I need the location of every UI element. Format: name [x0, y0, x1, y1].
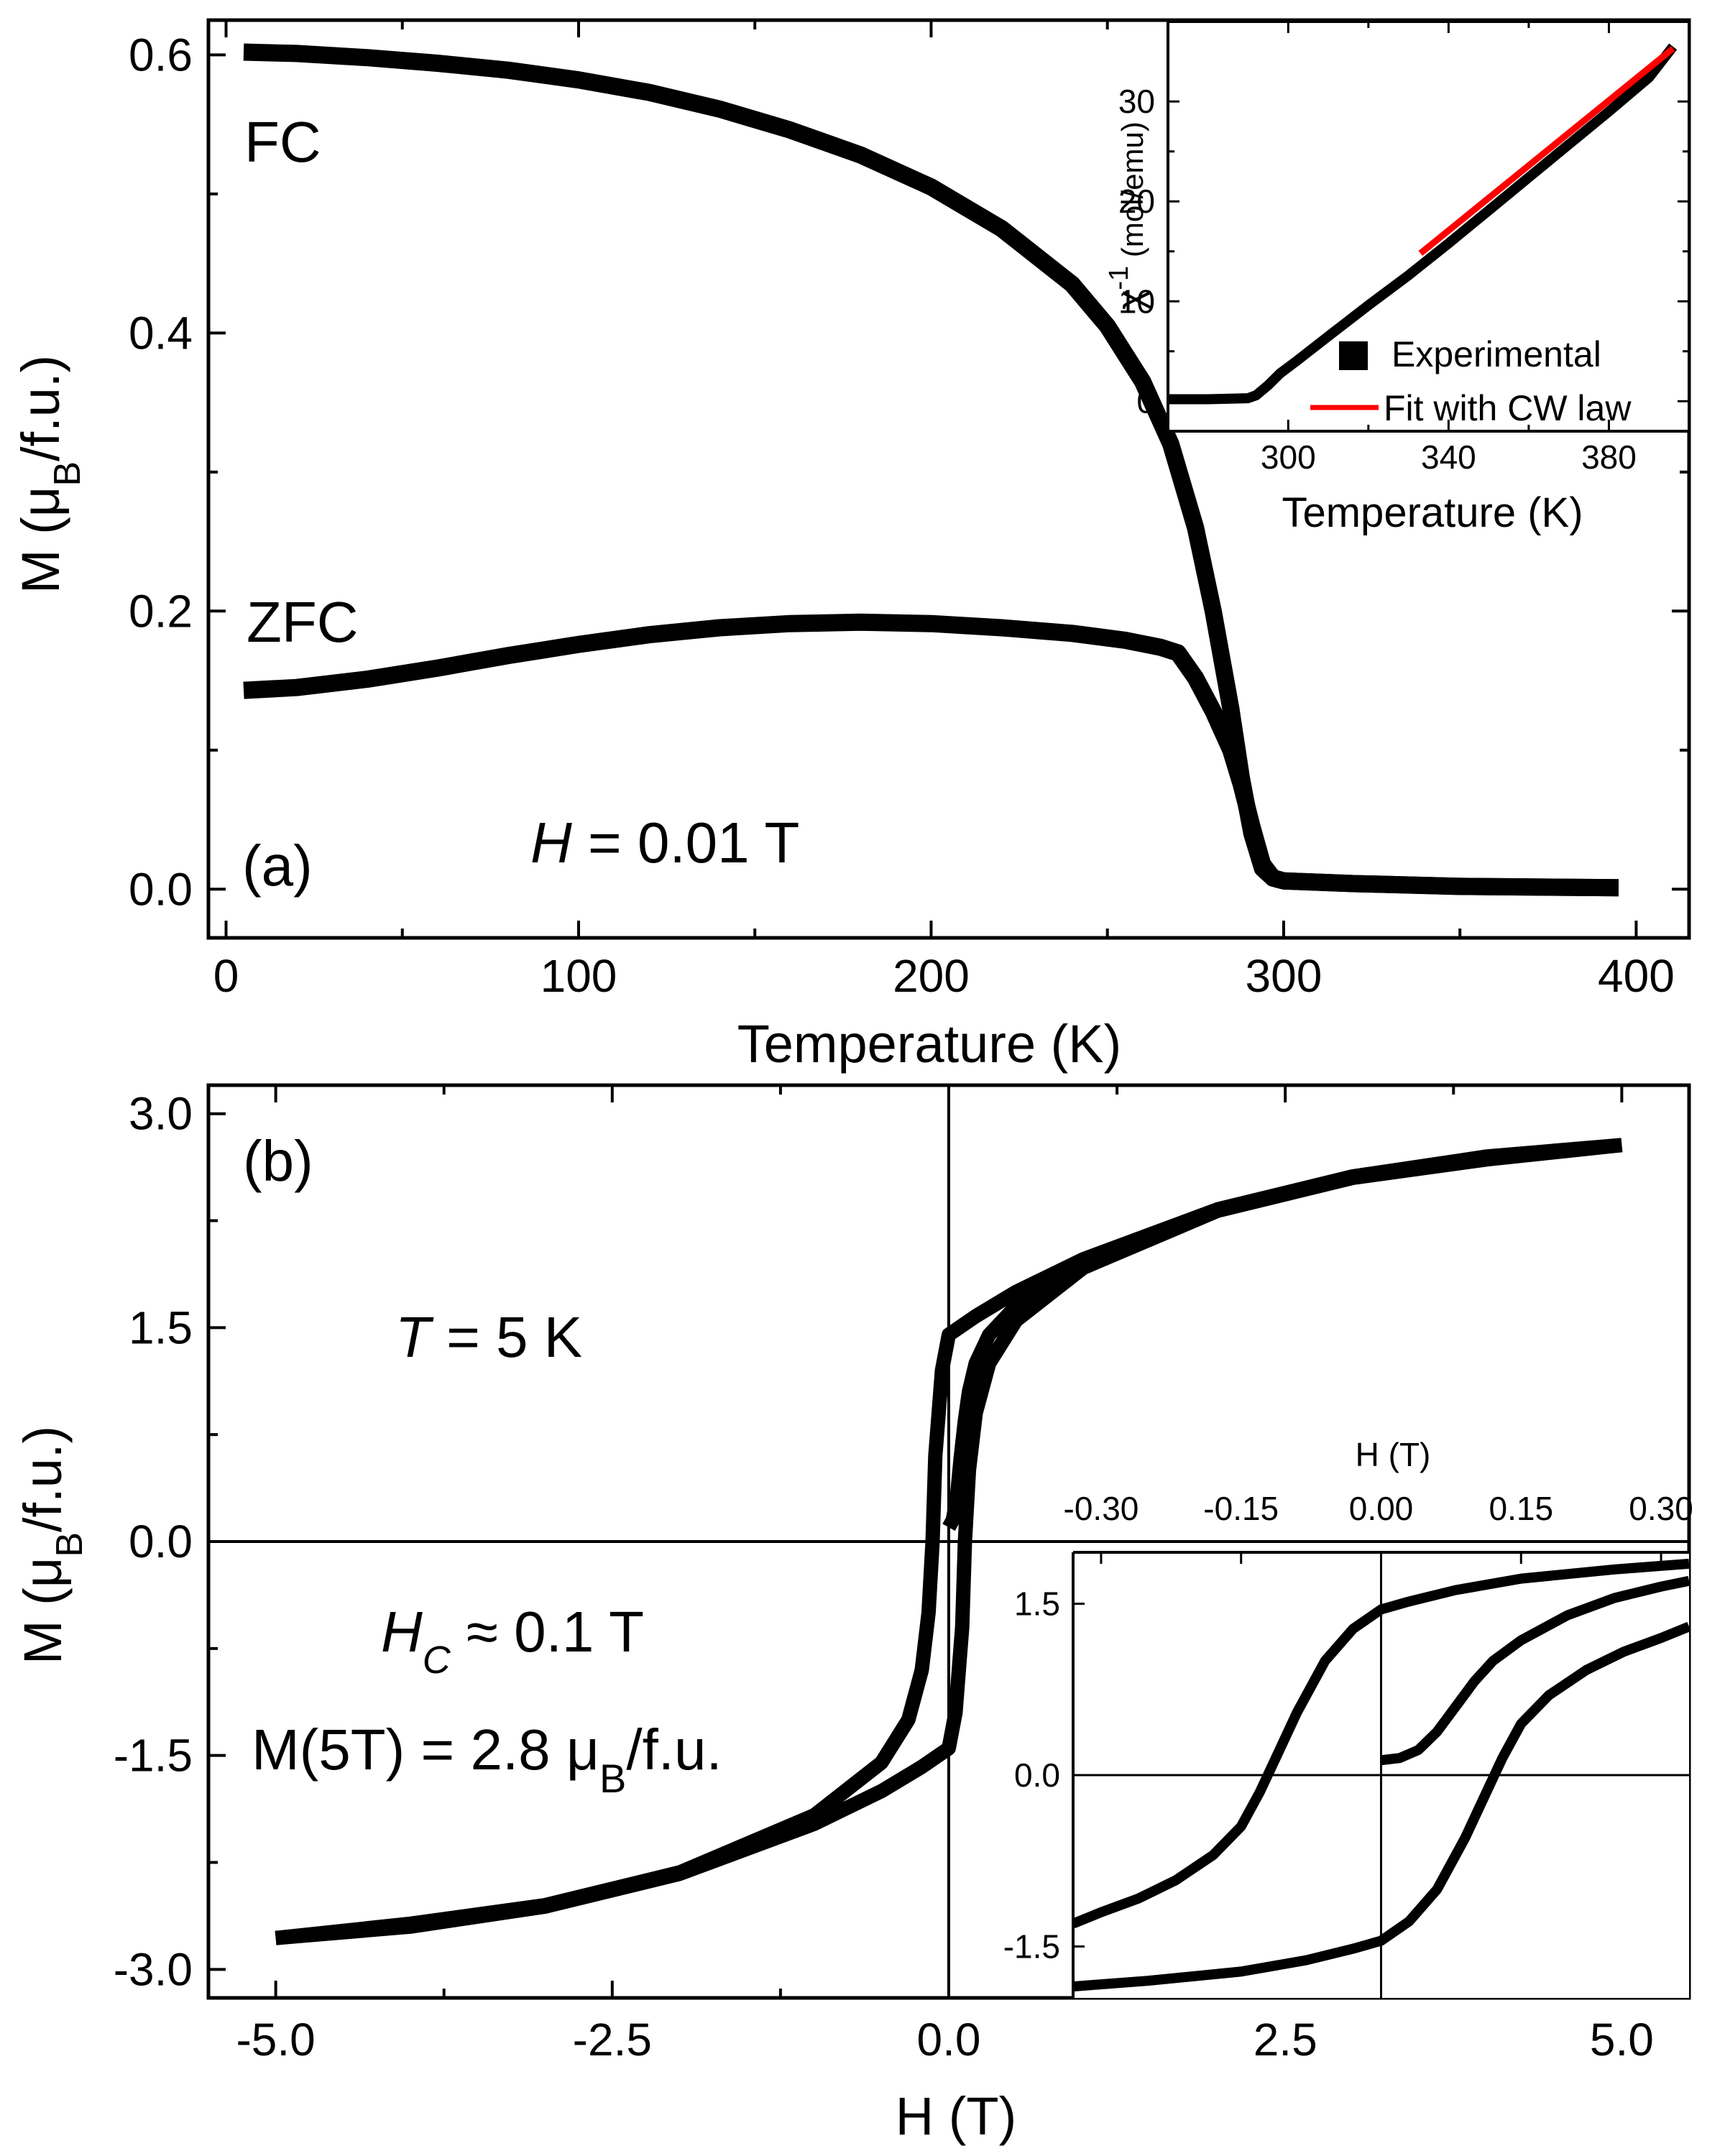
inset-b-ytick-label: -1.5: [1003, 1927, 1060, 1965]
inset-b-ticks: -0.30 -0.15 0.00 0.15 0.30 -1.5 0.0 1.5: [1003, 1490, 1693, 1965]
inset-a-series-experimental: [1168, 43, 1678, 405]
panel-b-ytick-label: 1.5: [129, 1302, 193, 1353]
legend-fit-label: Fit with CW law: [1384, 388, 1632, 428]
inset-a-xlabel: Temperature (K): [1282, 489, 1583, 536]
panel-a-ytick-label: 0.0: [129, 863, 193, 915]
panel-a-ylabel-sub: B: [47, 461, 88, 487]
coercive-value: ≈ 0.1 T: [451, 1600, 644, 1664]
saturation-subscript: B: [599, 1756, 626, 1801]
inset-a-frame: [1167, 20, 1690, 433]
saturation-annotation: M(5T) = 2.8 μB/f.u.: [252, 1718, 722, 1801]
inset-b-series-ascending: [1073, 1621, 1689, 1992]
panel-a-frame: [206, 18, 1691, 940]
inset-a-background: [1168, 22, 1689, 431]
inset-b-plot-area: [1073, 1552, 1689, 1998]
inset-b-series-virgin: [1380, 1575, 1689, 1766]
panel-a-xtick-label: 400: [1598, 950, 1675, 1002]
inset-a-plot-area: [1168, 43, 1678, 405]
panel-a-inset-inverse-susceptibility: 300 340 380 0 10 20 30 Temperature (K) χ-1 (mo…: [1104, 20, 1690, 536]
panel-b-ylabel-base: M (μ: [13, 1557, 73, 1664]
panel-b-xtick-label: 5.0: [1590, 2014, 1654, 2065]
panel-b-ylabel-sub: B: [49, 1532, 91, 1557]
inset-b-series-descending: [1073, 1558, 1689, 1929]
inset-a-xtick-label: 300: [1261, 438, 1316, 476]
inset-b-ytick-label: 0.0: [1014, 1756, 1060, 1794]
inset-b-xtick-label: -0.30: [1064, 1490, 1139, 1527]
inset-a-xtick-label: 340: [1421, 438, 1476, 476]
inset-a-ticks: 300 340 380 0 10 20 30: [1118, 22, 1689, 476]
panel-a-label: (a): [242, 834, 313, 898]
coercive-variable: H: [381, 1600, 423, 1664]
inset-b-xtick-label: -0.15: [1203, 1490, 1279, 1527]
inset-a-ylabel-tail: (mol/emu): [1116, 121, 1149, 266]
zfc-label: ZFC: [247, 590, 359, 654]
panel-b-ytick-label: -3.0: [114, 1943, 193, 1995]
panel-b-ytick-label: 3.0: [129, 1088, 193, 1140]
panel-a-series-zfc: [243, 613, 1619, 897]
field-variable: H: [530, 811, 572, 875]
panel-a-ytick-label: 0.6: [129, 29, 193, 80]
temperature-value: = 5 K: [431, 1305, 582, 1369]
inset-a-ytick-label: 30: [1118, 83, 1155, 120]
inset-a-ytick-label: 10: [1118, 282, 1155, 320]
panel-a-ylabel-base: M (μ: [11, 487, 70, 594]
legend-experimental-marker: [1339, 341, 1368, 370]
panel-a-ylabel: M (μB/f.u.): [11, 355, 88, 594]
panel-a-xlabel: Temperature (K): [737, 1014, 1122, 1074]
panel-a-xtick-label: 0: [213, 950, 239, 1002]
panel-b-ytick-label: 0.0: [129, 1516, 193, 1567]
inset-b-xlabel: H (T): [1356, 1436, 1431, 1473]
inset-a-series-fit-with-cw-law: [1418, 46, 1675, 256]
panel-a-ytick-label: 0.2: [129, 585, 193, 637]
inset-a-legend: Experimental Fit with CW law: [1310, 334, 1632, 428]
panel-a-ytick-label: 0.4: [129, 307, 193, 359]
fc-label: FC: [244, 110, 321, 174]
panel-b-ytick-label: -1.5: [114, 1730, 193, 1782]
panel-b-magnetization-vs-field: -5.0 -2.5 0.0 2.5 5.0 -3.0 -1.5 0.0 1.5 3.0 H (T)…: [13, 1083, 1693, 2146]
inset-b-xtick-label: 0.30: [1629, 1490, 1693, 1527]
field-value: = 0.01 T: [572, 811, 800, 875]
panel-a-ylabel-tail: /f.u.): [11, 355, 70, 461]
inset-a-ylabel: χ-1 (mol/emu): [1104, 121, 1151, 310]
coercive-field-annotation: HC ≈ 0.1 T: [381, 1600, 644, 1682]
inset-a-ylabel-sup: -1: [1104, 266, 1134, 290]
panel-b-label: (b): [243, 1129, 313, 1193]
inset-a-xtick-label: 380: [1581, 438, 1637, 476]
panel-b-ylabel-tail: /f.u.): [13, 1426, 73, 1532]
panel-a-plot-area: [243, 43, 1619, 897]
panel-b-series-virgin: [942, 1257, 1087, 1531]
inset-b-xtick-label: 0.15: [1489, 1490, 1554, 1527]
panel-a-xtick-label: 200: [893, 950, 970, 1002]
panel-b-ticks: -5.0 -2.5 0.0 2.5 5.0 -3.0 -1.5 0.0 1.5 3.0: [114, 1085, 1654, 2065]
saturation-tail: /f.u.: [626, 1718, 722, 1782]
field-annotation: H = 0.01 T: [530, 811, 799, 875]
temperature-annotation: T = 5 K: [395, 1305, 582, 1369]
legend-experimental-label: Experimental: [1392, 334, 1601, 374]
panel-a-xtick-label: 100: [540, 950, 617, 1002]
panel-b-series-ascending: [275, 1138, 1623, 1945]
inset-a-ytick-label: 20: [1118, 183, 1155, 220]
panel-b-xtick-label: 0.0: [917, 2014, 981, 2065]
panel-b-plot-area: [208, 1085, 1689, 1998]
coercive-subscript: C: [423, 1639, 451, 1682]
inset-a-ytick-label: 0: [1136, 382, 1155, 420]
panel-b-xlabel: H (T): [896, 2086, 1017, 2146]
inset-b-ytick-label: 1.5: [1014, 1585, 1060, 1623]
inset-a-ylabel-chi: χ: [1110, 290, 1151, 310]
inset-b-xtick-label: 0.00: [1349, 1490, 1414, 1527]
panel-a-xtick-label: 300: [1246, 950, 1322, 1002]
saturation-base: M(5T) = 2.8 μ: [252, 1718, 599, 1782]
panel-b-xtick-label: 2.5: [1254, 2014, 1317, 2065]
panel-b-xtick-label: -5.0: [236, 2014, 315, 2065]
temperature-variable: T: [395, 1305, 434, 1369]
panel-b-xtick-label: -2.5: [573, 2014, 652, 2065]
panel-b-ylabel: M (μB/f.u.): [13, 1426, 91, 1664]
panel-b-inset-low-field-loop: -0.30 -0.15 0.00 0.15 0.30 -1.5 0.0 1.5 H (T): [1003, 1436, 1693, 1998]
